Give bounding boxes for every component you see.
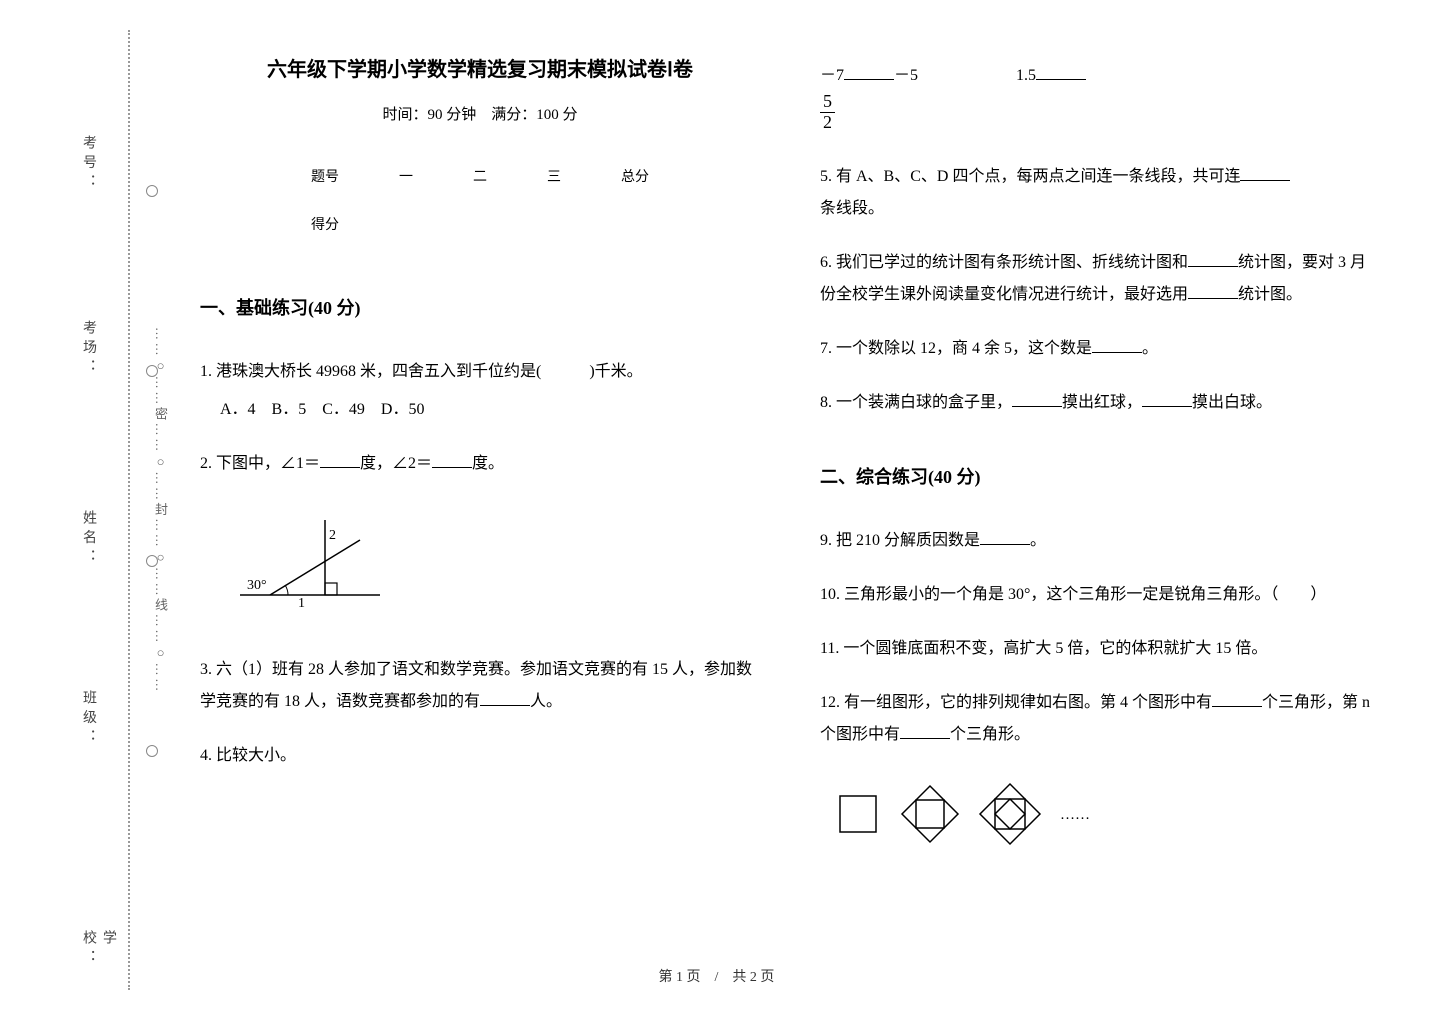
blank	[1188, 251, 1238, 267]
angle-svg: 30° 1 2	[230, 500, 390, 620]
blank	[844, 64, 894, 80]
q5-b: 条线段。	[820, 200, 884, 217]
q8-a: 8. 一个装满白球的盒子里，	[820, 394, 1012, 411]
angle-1-label: 1	[298, 596, 305, 611]
exam-title: 六年级下学期小学数学精选复习期末模拟试卷Ⅰ卷	[200, 50, 760, 90]
angle-figure: 30° 1 2	[230, 500, 760, 632]
fraction-5-2: 5 2	[820, 92, 835, 133]
blank	[1092, 337, 1142, 353]
q5-a: 5. 有 A、B、C、D 四个点，每两点之间连一条线段，共可连	[820, 168, 1240, 185]
q2-b: 度，∠2＝	[360, 455, 432, 472]
blank	[320, 452, 360, 468]
blank	[1012, 391, 1062, 407]
q4-a: －7	[820, 67, 844, 84]
angle-2-label: 2	[329, 528, 336, 543]
q2-c: 度。	[472, 455, 504, 472]
blank	[980, 529, 1030, 545]
side-name: 姓名：	[78, 510, 98, 569]
score-table: 题号 一 二 三 总分 得分	[281, 154, 679, 250]
question-11: 11. 一个圆锥底面积不变，高扩大 5 倍，它的体积就扩大 15 倍。	[820, 633, 1380, 665]
question-10: 10. 三角形最小的一个角是 30°，这个三角形一定是锐角三角形。（ ）	[820, 579, 1380, 611]
pattern-svg: ……	[830, 771, 1150, 851]
th-3: 三	[517, 154, 591, 202]
seal-circle	[146, 365, 158, 377]
q8-b: 摸出红球，	[1062, 394, 1142, 411]
blank	[1142, 391, 1192, 407]
seal-circle	[146, 185, 158, 197]
q6-a: 6. 我们已学过的统计图有条形统计图、折线统计图和	[820, 254, 1188, 271]
question-9: 9. 把 210 分解质因数是 。	[820, 525, 1380, 557]
blank	[1212, 691, 1262, 707]
q8-c: 摸出白球。	[1192, 394, 1272, 411]
q12-a: 12. 有一组图形，它的排列规律如右图。第 4 个图形中有	[820, 694, 1212, 711]
fraction-den: 2	[820, 113, 835, 133]
question-6: 6. 我们已学过的统计图有条形统计图、折线统计图和统计图，要对 3 月份全校学生…	[820, 247, 1380, 311]
q11-text: 11. 一个圆锥底面积不变，高扩大 5 倍，它的体积就扩大 15 倍。	[820, 640, 1267, 657]
exam-side-labels: 考号： 考场： 姓名： 班级： 学校：	[78, 40, 118, 980]
th-total: 总分	[591, 154, 679, 202]
blank	[900, 723, 950, 739]
table-row: 题号 一 二 三 总分	[281, 154, 679, 202]
question-1: 1. 港珠澳大桥长 49968 米，四舍五入到千位约是( )千米。 A．4 B．…	[200, 356, 760, 426]
side-room: 考场：	[78, 320, 98, 379]
q9-b: 。	[1030, 532, 1046, 549]
q7-b: 。	[1142, 340, 1158, 357]
seal-circle	[146, 745, 158, 757]
blank	[432, 452, 472, 468]
pattern-dots: ……	[1060, 807, 1090, 823]
th-2: 二	[443, 154, 517, 202]
exam-subtitle: 时间：90 分钟 满分：100 分	[200, 100, 760, 130]
q1-options: A．4 B．5 C．49 D．50	[220, 394, 760, 426]
question-4: 4. 比较大小。	[200, 740, 760, 772]
pattern-figure: ……	[830, 771, 1380, 863]
q10-text: 10. 三角形最小的一个角是 30°，这个三角形一定是锐角三角形。（ ）	[820, 586, 1326, 603]
q4-c: 1.5	[1016, 67, 1036, 84]
th-label: 题号	[281, 154, 369, 202]
question-2: 2. 下图中，∠1＝ 度，∠2＝ 度。 30° 1 2	[200, 448, 760, 632]
score-label: 得分	[281, 202, 369, 250]
q7-a: 7. 一个数除以 12，商 4 余 5，这个数是	[820, 340, 1092, 357]
fraction-num: 5	[820, 92, 835, 113]
question-8: 8. 一个装满白球的盒子里， 摸出红球， 摸出白球。	[820, 387, 1380, 419]
table-row: 得分	[281, 202, 679, 250]
q4-b: －5	[894, 67, 918, 84]
page-content: 六年级下学期小学数学精选复习期末模拟试卷Ⅰ卷 时间：90 分钟 满分：100 分…	[200, 50, 1380, 885]
page-footer: 第 1 页 / 共 2 页	[0, 966, 1433, 986]
question-4-lines: －7 －5 1.5 5 2	[820, 60, 1380, 133]
q3-b: 人。	[530, 693, 562, 710]
q6-c: 统计图。	[1238, 286, 1302, 303]
blank	[480, 690, 530, 706]
blank	[1188, 283, 1238, 299]
q12-c: 个三角形。	[950, 726, 1030, 743]
blank	[1240, 165, 1290, 181]
q2-a: 2. 下图中，∠1＝	[200, 455, 320, 472]
left-column: 六年级下学期小学数学精选复习期末模拟试卷Ⅰ卷 时间：90 分钟 满分：100 分…	[200, 50, 760, 885]
angle-30-label: 30°	[247, 578, 267, 593]
question-5: 5. 有 A、B、C、D 四个点，每两点之间连一条线段，共可连条线段。	[820, 161, 1380, 225]
blank	[1036, 64, 1086, 80]
question-3: 3. 六（1）班有 28 人参加了语文和数学竞赛。参加语文竞赛的有 15 人，参…	[200, 654, 760, 718]
q3-a: 3. 六（1）班有 28 人参加了语文和数学竞赛。参加语文竞赛的有 15 人，参…	[200, 661, 752, 710]
fold-line	[128, 30, 130, 990]
q9-a: 9. 把 210 分解质因数是	[820, 532, 980, 549]
right-column: －7 －5 1.5 5 2 5. 有 A、B、C、D 四个点，每两点之间连一条线段…	[820, 50, 1380, 885]
side-class: 班级：	[78, 690, 98, 749]
section-2-title: 二、综合练习(40 分)	[820, 459, 1380, 495]
side-exam-id: 考号：	[78, 135, 98, 194]
question-7: 7. 一个数除以 12，商 4 余 5，这个数是 。	[820, 333, 1380, 365]
question-12: 12. 有一组图形，它的排列规律如右图。第 4 个图形中有个三角形，第 n 个图…	[820, 687, 1380, 863]
th-1: 一	[369, 154, 443, 202]
q4-text: 4. 比较大小。	[200, 747, 296, 764]
seal-circle	[146, 555, 158, 567]
q1-text: 1. 港珠澳大桥长 49968 米，四舍五入到千位约是( )千米。	[200, 363, 643, 380]
section-1-title: 一、基础练习(40 分)	[200, 290, 760, 326]
